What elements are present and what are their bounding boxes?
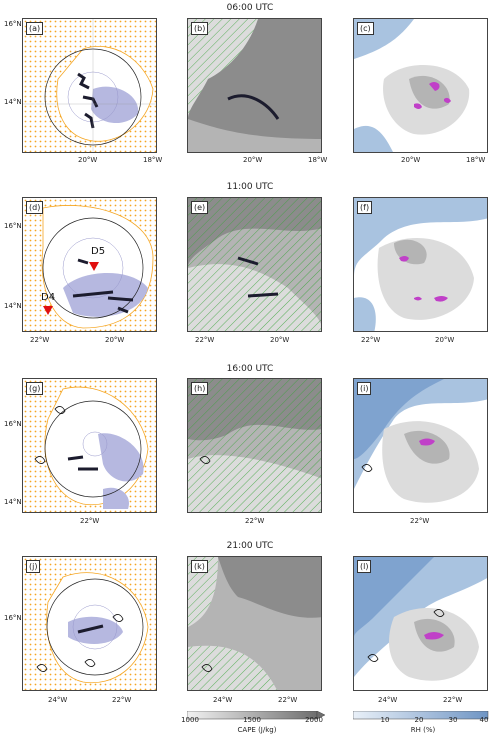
cape-tick: 2000 [305, 716, 323, 724]
panel-label: (c) [357, 22, 374, 35]
lon-tick: 24°W [378, 696, 398, 704]
panel-label: (i) [357, 382, 372, 395]
lon-tick: 22°W [195, 336, 215, 344]
marker-d4: D4 [41, 292, 56, 303]
map-d [23, 198, 156, 331]
row-title-1: 06:00 UTC [226, 3, 274, 13]
lat-tick: 16°N [4, 614, 22, 622]
rh-label: RH (%) [410, 726, 436, 734]
map-j [23, 557, 156, 690]
map-a [23, 19, 156, 152]
map-k [188, 557, 321, 690]
rh-tick: 10 [380, 716, 390, 724]
panel-b: (b) [187, 18, 322, 153]
lon-tick: 20°W [243, 156, 263, 164]
panel-label: (d) [26, 201, 44, 214]
panel-label: (g) [26, 382, 44, 395]
lon-tick: 22°W [80, 517, 100, 525]
lat-tick: 16°N [4, 420, 22, 428]
panel-label: (e) [191, 201, 209, 214]
panel-g: (g) [22, 378, 157, 513]
lon-tick: 18°W [308, 156, 328, 164]
row-title-2: 11:00 UTC [226, 182, 274, 192]
panel-h: (h) [187, 378, 322, 513]
panel-label: (f) [357, 201, 373, 214]
lon-tick: 20°W [435, 336, 455, 344]
lon-tick: 24°W [48, 696, 68, 704]
map-c [354, 19, 487, 152]
lat-tick: 14°N [4, 302, 22, 310]
lon-tick: 18°W [143, 156, 163, 164]
lat-tick: 14°N [4, 98, 22, 106]
lon-tick: 22°W [361, 336, 381, 344]
lon-tick: 24°W [213, 696, 233, 704]
lon-tick: 20°W [401, 156, 421, 164]
panel-d: (d) D5 D4 [22, 197, 157, 332]
panel-i: (i) [353, 378, 488, 513]
cape-tick: 1000 [181, 716, 199, 724]
lon-tick: 22°W [30, 336, 50, 344]
panel-label: (h) [191, 382, 209, 395]
panel-j: (j) [22, 556, 157, 691]
map-g [23, 379, 156, 512]
panel-f: (f) [353, 197, 488, 332]
panel-label: (j) [26, 560, 41, 573]
map-h [188, 379, 321, 512]
rh-tick: 30 [448, 716, 458, 724]
panel-e: (e) [187, 197, 322, 332]
lat-tick: 16°N [4, 222, 22, 230]
row-title-4: 21:00 UTC [226, 541, 274, 551]
cape-tick: 1500 [243, 716, 261, 724]
map-e [188, 198, 321, 331]
panel-label: (l) [357, 560, 372, 573]
panel-label: (k) [191, 560, 208, 573]
rh-tick: 20 [414, 716, 424, 724]
lon-tick: 22°W [410, 517, 430, 525]
cape-colorbar: 1000 1500 2000 CAPE (J/kg) [181, 706, 327, 736]
lon-tick: 18°W [466, 156, 486, 164]
marker-d5: D5 [91, 246, 106, 257]
lon-tick: 22°W [245, 517, 265, 525]
lon-tick: 22°W [112, 696, 132, 704]
panel-k: (k) [187, 556, 322, 691]
lat-tick: 14°N [4, 498, 22, 506]
map-f [354, 198, 487, 331]
row-title-3: 16:00 UTC [226, 364, 274, 374]
panel-c: (c) [353, 18, 488, 153]
panel-label: (a) [26, 22, 44, 35]
rh-colorbar-gradient [352, 710, 489, 720]
lon-tick: 22°W [443, 696, 463, 704]
panel-a: (a) [22, 18, 157, 153]
panel-l: (l) [353, 556, 488, 691]
panel-label: (b) [191, 22, 209, 35]
lon-tick: 22°W [278, 696, 298, 704]
lon-tick: 20°W [105, 336, 125, 344]
rh-colorbar: 10 20 30 40 RH (%) [352, 706, 493, 736]
lat-tick: 16°N [4, 20, 22, 28]
map-i [354, 379, 487, 512]
map-l [354, 557, 487, 690]
rh-tick: 40 [479, 716, 489, 724]
lon-tick: 20°W [270, 336, 290, 344]
cape-label: CAPE (J/kg) [237, 726, 277, 734]
lon-tick: 20°W [78, 156, 98, 164]
cape-colorbar-gradient [186, 710, 326, 720]
map-b [188, 19, 321, 152]
